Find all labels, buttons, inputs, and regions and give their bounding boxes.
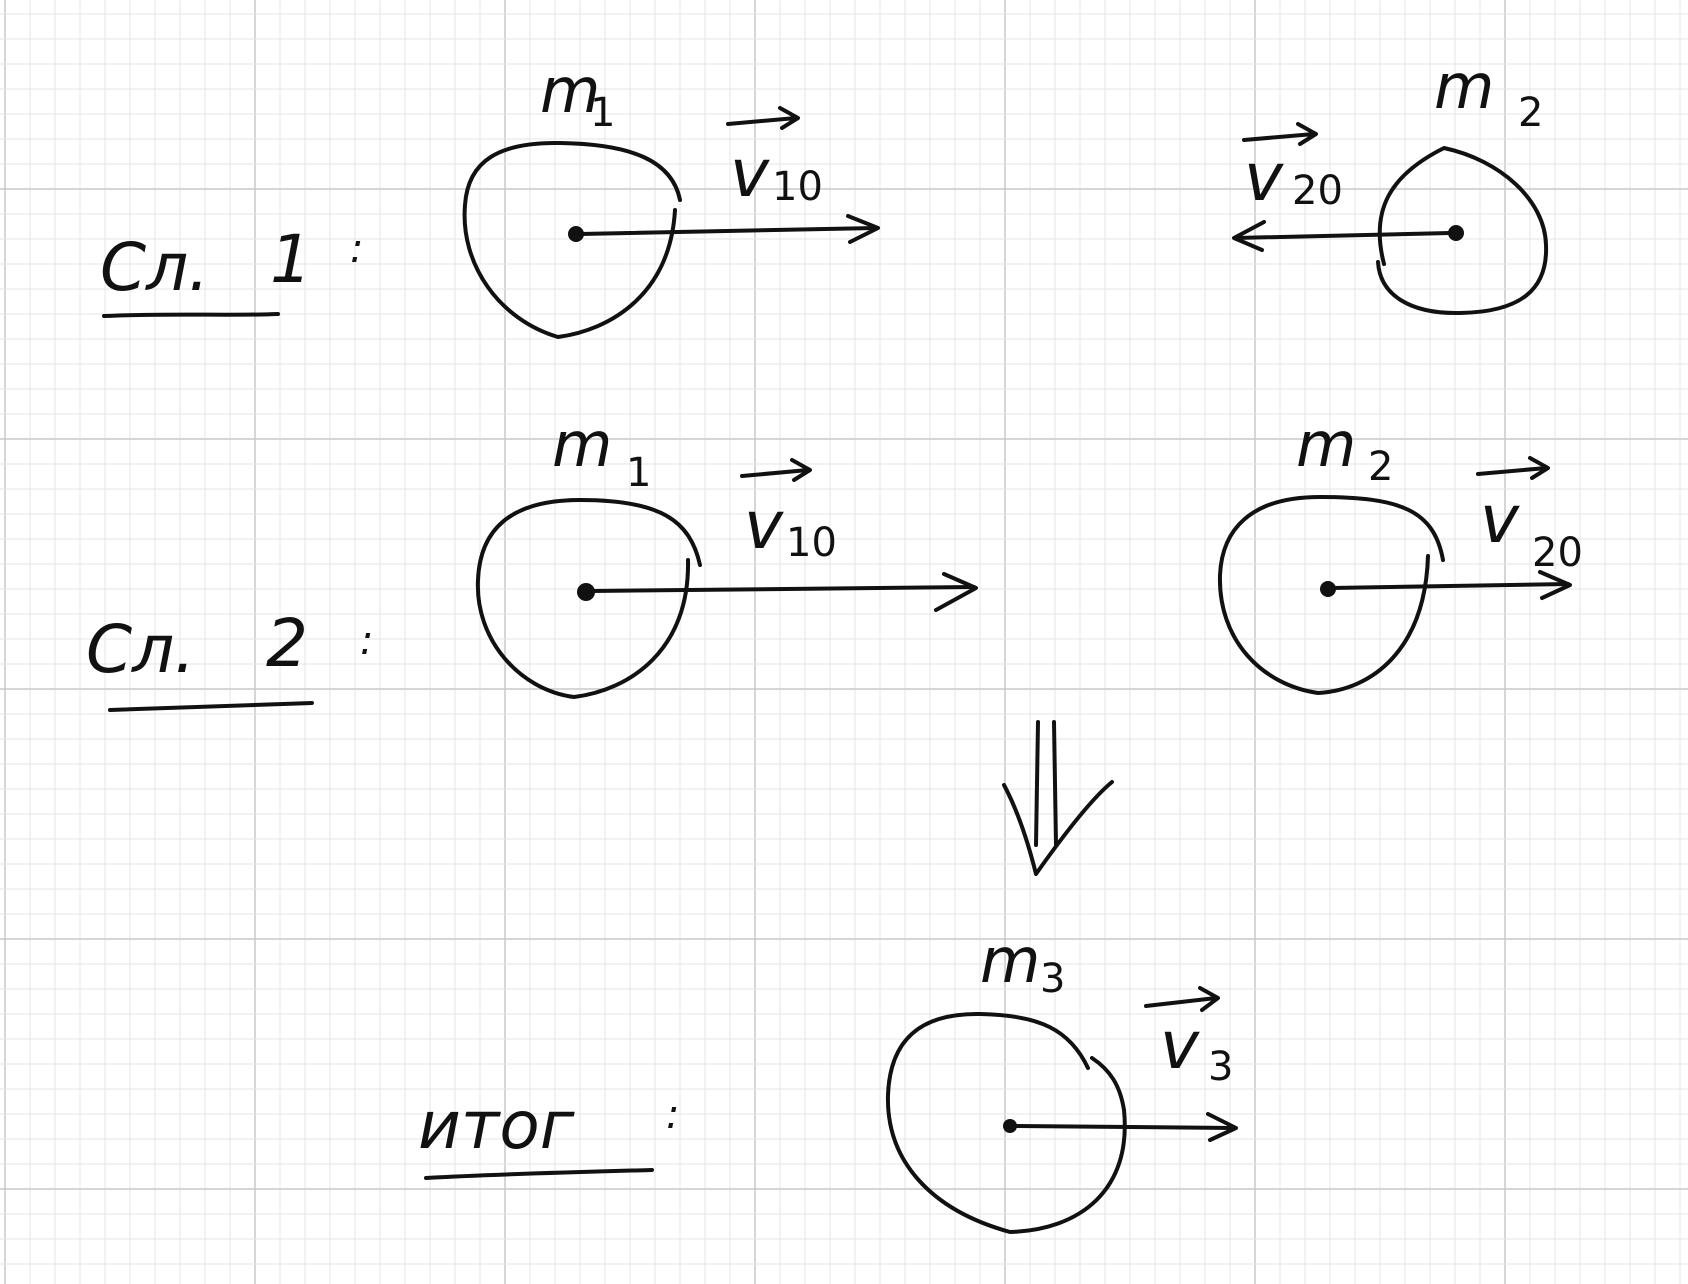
case-1-body-2-arrowhead <box>1232 220 1266 252</box>
case-1-body-2-velocity-symbol: v <box>1244 139 1284 216</box>
case-2-underline <box>108 701 314 712</box>
case-2: Сл. 2 : m 1 v 10 m 2 v 20 <box>86 408 1583 712</box>
result-body: m 3 v 3 <box>885 924 1238 1234</box>
case-1-body-1-vector-arrow-icon <box>726 106 800 130</box>
case-1-body-2-vector-arrow-icon <box>1242 122 1318 146</box>
result-body-center-dot <box>1003 1119 1017 1133</box>
double-arrow-down-icon <box>1002 720 1114 876</box>
case-1-body-2-velocity-arrow <box>1234 231 1452 240</box>
result-body-velocity-index: 3 <box>1208 1044 1233 1090</box>
case-1-body-2-center-dot <box>1448 225 1464 241</box>
case-2-body-2-velocity-arrow <box>1330 582 1570 590</box>
case-2-body-2-mass-symbol: m <box>1296 408 1356 481</box>
case-1-body-1-velocity-symbol: v <box>730 135 770 212</box>
case-2-body-1-mass-index: 1 <box>626 450 651 496</box>
case-1-body-2-outline <box>1376 146 1549 316</box>
case-2-body-1: m 1 v 10 <box>475 408 978 699</box>
result-label: итог <box>418 1087 575 1164</box>
case-1-body-1: m 1 v 10 <box>462 54 880 339</box>
case-1: Сл. 1 : m 1 v 10 m 2 v 20 <box>100 50 1549 339</box>
case-1-body-2: m 2 v 20 <box>1232 50 1549 316</box>
case-1-body-2-velocity-index: 20 <box>1292 168 1343 214</box>
case-1-number: 1 <box>270 221 312 298</box>
result-body-mass-symbol: m <box>980 924 1040 997</box>
case-1-body-1-center-dot <box>568 226 584 242</box>
case-1-body-1-arrowhead <box>846 214 880 244</box>
result: итог : m 3 v 3 <box>418 924 1238 1234</box>
case-2-body-1-velocity-symbol: v <box>744 487 784 564</box>
result-underline <box>424 1168 654 1180</box>
case-2-body-1-arrowhead <box>934 572 978 612</box>
case-2-body-2-mass-index: 2 <box>1368 444 1393 490</box>
case-1-body-1-mass-symbol: m <box>540 54 600 127</box>
case-2-body-1-mass-symbol: m <box>552 408 612 481</box>
case-2-body-2: m 2 v 20 <box>1217 408 1583 695</box>
case-2-body-2-velocity-index: 20 <box>1532 530 1583 576</box>
result-body-vector-arrow-icon <box>1144 986 1220 1012</box>
case-2-body-1-velocity-index: 10 <box>786 520 837 566</box>
case-1-body-1-mass-index: 1 <box>590 90 615 136</box>
result-colon: : <box>666 1092 679 1138</box>
case-1-body-2-mass-symbol: m <box>1434 50 1494 123</box>
case-2-body-2-center-dot <box>1320 581 1336 597</box>
case-2-number: 2 <box>266 605 308 682</box>
case-1-colon: : <box>350 226 363 272</box>
result-body-velocity-symbol: v <box>1160 1007 1200 1084</box>
case-2-body-2-velocity-symbol: v <box>1480 481 1520 558</box>
case-1-body-1-velocity-arrow <box>578 226 878 236</box>
case-2-body-1-vector-arrow-icon <box>740 458 812 482</box>
case-2-body-2-vector-arrow-icon <box>1476 456 1550 480</box>
case-1-label: Сл. <box>100 229 209 306</box>
case-2-body-1-center-dot <box>577 583 595 601</box>
case-2-body-1-velocity-arrow <box>588 585 976 593</box>
case-2-body-1-outline <box>475 498 702 699</box>
case-2-body-2-outline <box>1217 495 1445 695</box>
result-body-velocity-arrow <box>1012 1124 1236 1130</box>
result-body-arrowhead <box>1206 1112 1238 1142</box>
case-1-body-2-mass-index: 2 <box>1518 90 1543 136</box>
case-1-body-1-velocity-index: 10 <box>772 164 823 210</box>
case-2-colon: : <box>360 618 373 664</box>
case-2-body-2-arrowhead <box>1538 570 1572 600</box>
case-2-label: Сл. <box>86 611 195 688</box>
case-1-underline <box>102 312 280 318</box>
result-body-mass-index: 3 <box>1040 956 1065 1002</box>
result-body-outline <box>885 1011 1127 1234</box>
case-1-body-1-outline <box>462 140 682 339</box>
